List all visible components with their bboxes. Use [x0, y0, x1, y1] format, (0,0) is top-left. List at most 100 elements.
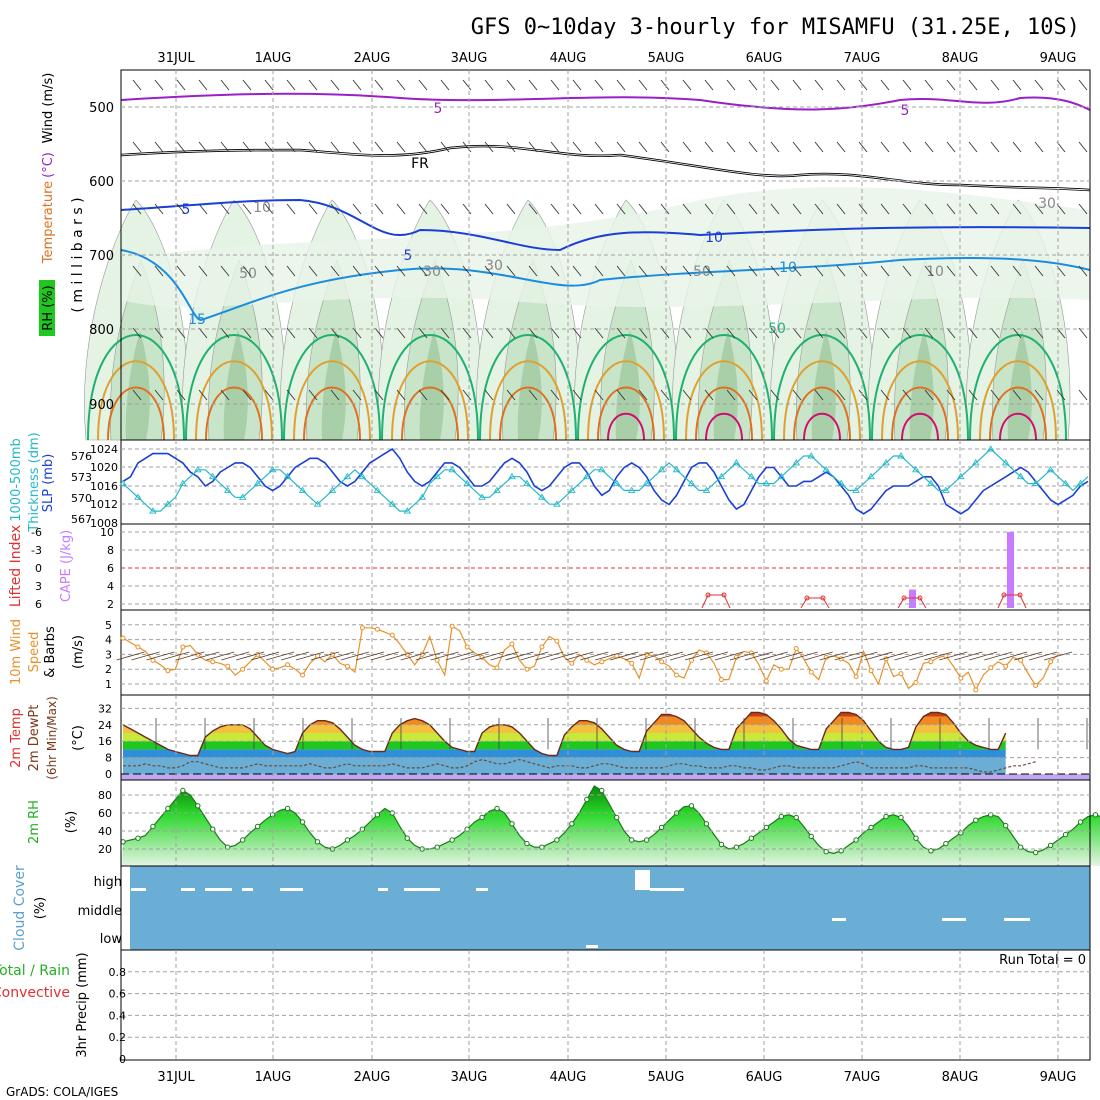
- cape-tick: 6: [107, 562, 114, 575]
- wind-barb: [418, 389, 428, 401]
- rh-point: [913, 835, 919, 841]
- thickness-point: [268, 465, 277, 473]
- wind-barb: [198, 79, 208, 91]
- temp-contour: [185, 334, 283, 441]
- surface-wind-barb: [864, 651, 893, 661]
- thickness-point: [508, 472, 516, 480]
- wind-barb: [154, 203, 164, 215]
- top-date-label: 5AUG: [648, 51, 685, 66]
- wind-barb: [1012, 203, 1022, 215]
- thickness-point: [164, 500, 172, 507]
- wind-barb: [968, 79, 978, 91]
- rh-point: [374, 812, 381, 818]
- wind-barb: [198, 265, 208, 277]
- top-date-label: 9AUG: [1040, 51, 1077, 66]
- thickness-point: [897, 452, 905, 459]
- wind-speed-point: [225, 663, 231, 669]
- rh-point: [928, 848, 934, 854]
- wind-speed-point: [300, 672, 306, 678]
- temp-band: [123, 716, 1006, 725]
- wind-barb: [924, 327, 934, 339]
- wind-speed-point: [120, 635, 126, 641]
- surface-wind-barb: [669, 651, 699, 661]
- contour-label: 5: [404, 248, 413, 264]
- surface-wind-barb: [610, 651, 639, 661]
- wind-barb: [1078, 327, 1088, 339]
- contour-label: 15: [188, 312, 206, 328]
- cloud-gap: [131, 888, 146, 891]
- rh-point: [943, 840, 949, 847]
- wind-barb: [660, 265, 670, 277]
- run-total-label: Run Total = 0: [999, 953, 1086, 968]
- wind-barb: [726, 265, 736, 277]
- wind-barb: [924, 265, 934, 277]
- wind-label: 10m Wind: [9, 619, 24, 685]
- cloud-gap: [378, 888, 388, 891]
- rh-shade: [909, 330, 934, 440]
- surface-wind-barb: [505, 651, 534, 661]
- wind-barb: [902, 141, 912, 153]
- wind-barb: [792, 327, 802, 339]
- thickness-point: [208, 472, 217, 480]
- wind-barb: [308, 79, 318, 91]
- cloud-gap: [586, 945, 598, 948]
- thickness-point: [822, 465, 830, 473]
- thickness-point: [583, 472, 591, 480]
- li-tick: -3: [31, 544, 42, 557]
- wind-barb: [352, 203, 362, 215]
- wind-barb: [374, 203, 384, 215]
- wind-barb: [374, 389, 384, 401]
- surface-wind-barb: [774, 651, 803, 661]
- temp-contour: [675, 334, 773, 441]
- wind-barb: [484, 265, 494, 277]
- upper-air-panel: 5 5 FR 5 5 10 10 15 50 50 30 30 10 10 50 30 500 600 700 800…: [39, 69, 1091, 441]
- wind-barb: [440, 327, 450, 339]
- surface-wind-barb: [415, 651, 444, 661]
- wind-barb: [792, 203, 802, 215]
- surface-wind-barb: [849, 651, 878, 661]
- wind-barb: [902, 265, 912, 277]
- wind-barb: [792, 79, 802, 91]
- wind-barb: [352, 265, 362, 277]
- surface-wind-barb: [280, 651, 310, 661]
- wind-speed-point: [793, 645, 799, 651]
- wind-tick: 5: [105, 619, 112, 632]
- rh-shade: [125, 330, 150, 440]
- wind-barb: [440, 141, 450, 153]
- contour-label: 10: [926, 264, 944, 280]
- surface-wind-barb: [131, 651, 160, 661]
- surface-wind-barb: [550, 651, 579, 661]
- temp-contour: [989, 386, 1047, 441]
- wind-barb: [924, 203, 934, 215]
- pressure-tick: 900: [89, 398, 114, 413]
- wind-barb: [594, 265, 604, 277]
- wind-barb: [572, 79, 582, 91]
- wind-barb: [594, 327, 604, 339]
- surface-wind-barb: [1014, 651, 1043, 661]
- wind-barb: [572, 203, 582, 215]
- wind-barb: [594, 79, 604, 91]
- top-date-label: 7AUG: [844, 51, 881, 66]
- wind-barb: [528, 141, 538, 153]
- minmax-label: (6hr Min/Max): [45, 696, 59, 780]
- wind-barb: [836, 141, 846, 153]
- wind-label4: & Barbs: [43, 626, 58, 678]
- surface-wind-barb: [535, 651, 564, 661]
- bottom-date-label: 4AUG: [550, 1070, 587, 1085]
- wind-barb: [726, 203, 736, 215]
- wind-barb: [198, 389, 208, 401]
- wind-speed-point: [853, 674, 859, 680]
- thickness-point: [762, 479, 771, 487]
- cape-lifted-index-panel: -6 -3 0 3 6 10 8 6 4 2 Lifted Index CAPE (J/kg): [8, 523, 1091, 611]
- wind-barb: [682, 141, 692, 153]
- wind-barb: [902, 389, 912, 401]
- wind-barb: [330, 141, 340, 153]
- thickness-point: [942, 486, 950, 493]
- wind-barb: [308, 389, 318, 401]
- wind-barb: [396, 79, 406, 91]
- bottom-date-label: 9AUG: [1040, 1070, 1077, 1085]
- temp-contour: [489, 360, 567, 441]
- wind-barb: [176, 327, 186, 339]
- rh-point: [299, 819, 306, 825]
